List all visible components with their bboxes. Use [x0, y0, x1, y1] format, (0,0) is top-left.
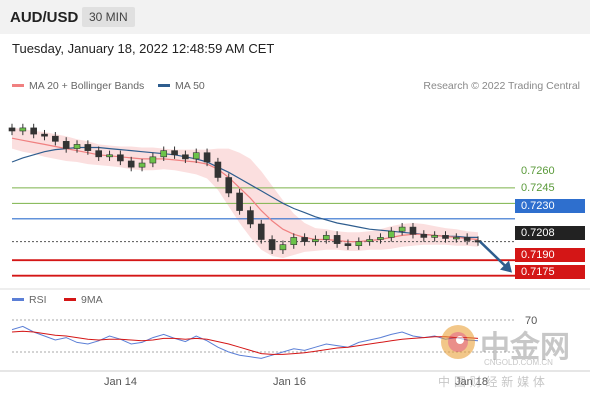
legend-ma20: MA 20 + Bollinger Bands: [12, 80, 144, 92]
legend-rsi: RSI: [12, 294, 47, 306]
candle-30: [333, 235, 341, 244]
ma9-label: 9MA: [81, 294, 103, 306]
ma20-swatch: [12, 83, 24, 87]
ma9-swatch: [64, 297, 76, 301]
ma20-line: [11, 137, 479, 243]
currency-pair-title: AUD/USD: [10, 9, 79, 26]
candle-24: [268, 239, 276, 251]
level-label-0: 0.7260: [521, 165, 555, 177]
x-tick-1: Jan 16: [273, 376, 307, 388]
candle-6: [73, 144, 81, 149]
candle-40: [442, 235, 449, 239]
candle-5: [62, 141, 70, 149]
candle-15: [171, 150, 178, 156]
candle-1: [19, 127, 27, 132]
candle-41: [453, 237, 460, 240]
candle-26: [290, 237, 298, 245]
x-tick-0: Jan 14: [104, 376, 138, 388]
candle-38: [420, 234, 428, 238]
candle-31: [344, 243, 352, 246]
candle-14: [160, 150, 168, 158]
candle-33: [366, 239, 373, 242]
rsi-level-label: 70: [525, 315, 538, 327]
rsi-ma-line: [11, 330, 479, 355]
timestamp: Tuesday, January 18, 2022 12:48:59 AM CE…: [12, 41, 275, 56]
candle-3: [41, 133, 48, 137]
candle-34: [377, 237, 384, 240]
header-bar: AUD/USD 30 MIN: [0, 0, 590, 34]
level-label-4: 0.7190: [515, 248, 585, 262]
level-label-5: 0.7175: [515, 265, 585, 279]
ma20-label: MA 20 + Bollinger Bands: [29, 80, 145, 92]
candle-11: [127, 160, 135, 168]
candle-20: [225, 177, 233, 194]
candle-16: [182, 154, 189, 160]
candle-39: [431, 235, 438, 238]
candle-2: [30, 127, 37, 135]
level-label-1: 0.7245: [521, 182, 555, 194]
candle-12: [138, 162, 146, 168]
candle-4: [52, 135, 59, 142]
candle-9: [106, 154, 113, 158]
candle-37: [409, 226, 417, 235]
candle-42: [463, 237, 471, 241]
rsi-swatch: [12, 297, 24, 301]
candle-25: [279, 244, 287, 251]
timeframe-button[interactable]: 30 MIN: [82, 7, 135, 27]
watermark-logo-icon: [438, 322, 478, 367]
candle-29: [322, 235, 330, 240]
candle-32: [355, 241, 363, 246]
level-label-2: 0.7230: [515, 199, 585, 213]
candle-35: [388, 230, 395, 238]
candle-23: [257, 223, 265, 240]
forecast-arrow-line: [479, 240, 509, 270]
candle-0: [8, 127, 16, 132]
legend-ma50: MA 50: [158, 80, 205, 92]
candle-28: [312, 239, 319, 242]
candle-21: [236, 192, 243, 211]
watermark-tagline: 中 国 财 经 新 媒 体: [438, 375, 545, 389]
current-price-label: 0.7208: [515, 226, 585, 240]
research-credit: Research © 2022 Trading Central: [423, 80, 580, 92]
candle-22: [247, 210, 254, 225]
candle-18: [203, 152, 211, 163]
forecast-arrowhead: [500, 260, 512, 273]
candle-19: [214, 161, 222, 178]
ma50-swatch: [158, 83, 170, 87]
candle-10: [117, 154, 124, 162]
candle-17: [192, 152, 200, 160]
candle-13: [149, 156, 157, 164]
rsi-label: RSI: [29, 294, 47, 306]
rsi-line: [11, 325, 479, 359]
candle-7: [84, 144, 92, 151]
watermark-brand: 中金网: [480, 330, 570, 365]
candle-27: [301, 237, 308, 242]
watermark-site: CNGOLD.COM.CN: [484, 358, 553, 367]
x-tick-2: Jan 18: [455, 376, 489, 388]
candle-8: [95, 150, 102, 158]
candle-36: [398, 226, 406, 232]
ma50-label: MA 50: [175, 80, 205, 92]
legend-9ma: 9MA: [64, 294, 103, 306]
